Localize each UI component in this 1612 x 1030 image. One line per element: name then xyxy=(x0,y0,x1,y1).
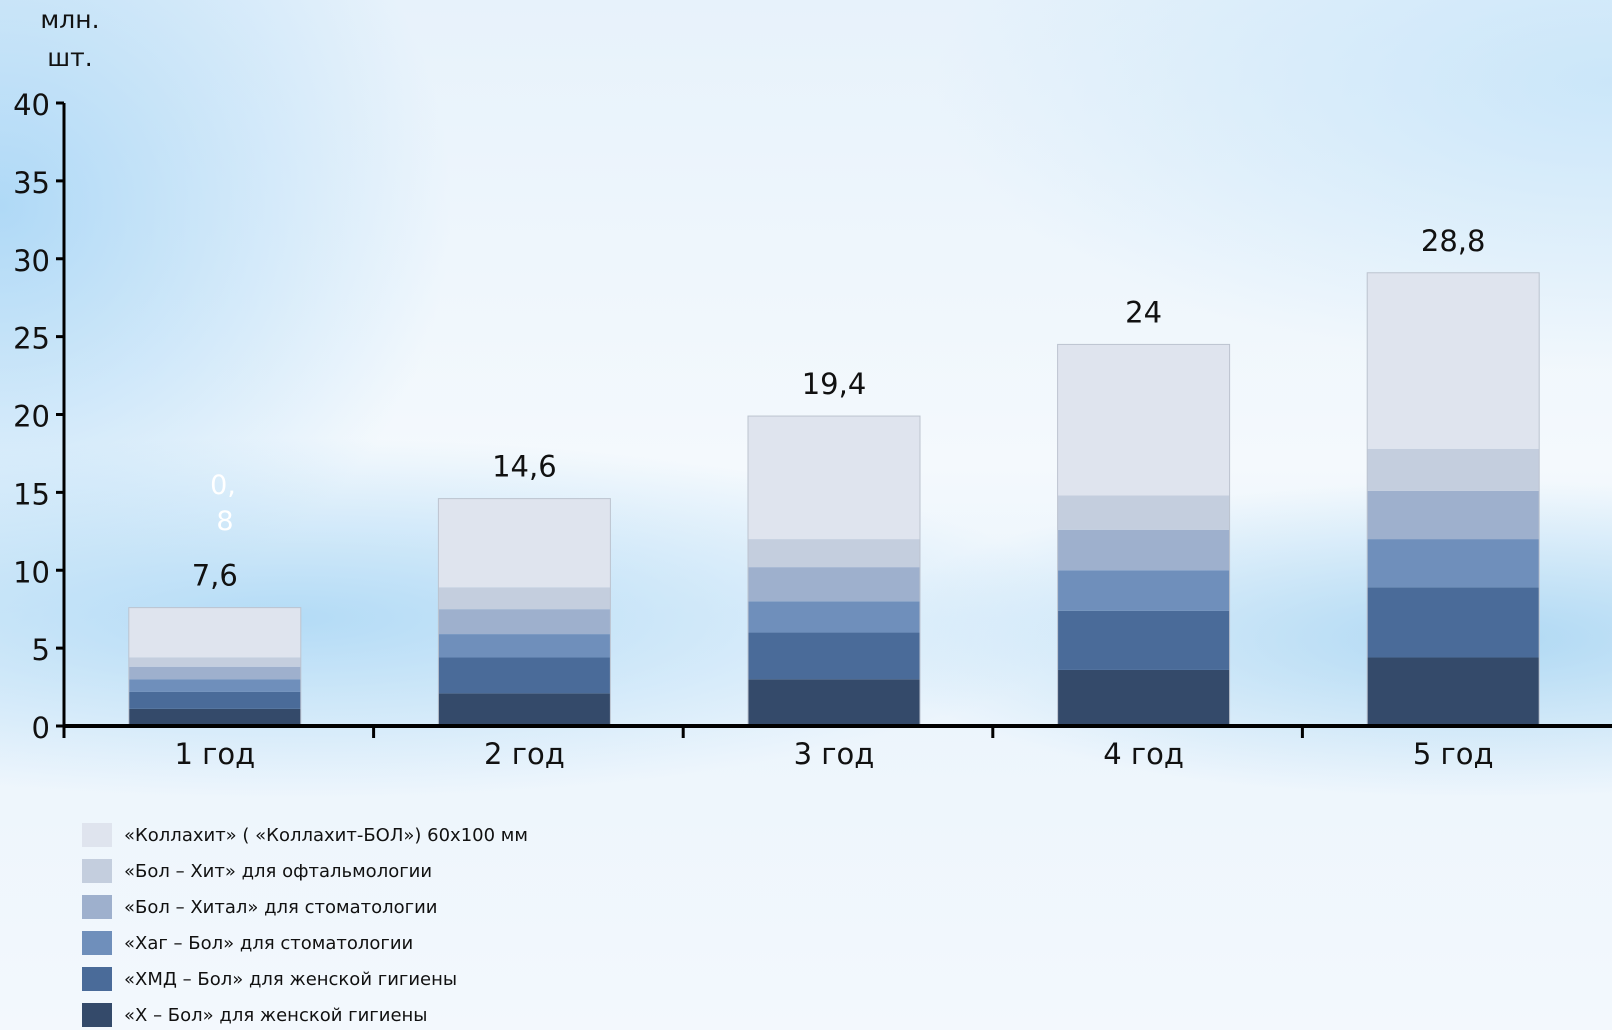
legend-swatch xyxy=(82,895,112,919)
x-tick-label: 4 год xyxy=(1103,737,1184,771)
y-unit-label-line2: шт. xyxy=(47,43,92,72)
bar-segment xyxy=(128,708,301,726)
bar-segment xyxy=(128,679,301,692)
legend-label: «Х – Бол» для женской гигиены xyxy=(124,1004,428,1026)
legend-swatch xyxy=(82,967,112,991)
x-tick-label: 2 год xyxy=(484,737,565,771)
bar-segment xyxy=(1057,344,1230,496)
bar-segment xyxy=(128,666,301,680)
bar-segment xyxy=(1367,587,1540,658)
y-tick-label: 25 xyxy=(13,322,50,356)
bar-segment xyxy=(438,693,611,726)
bar-segment xyxy=(1057,610,1230,670)
extra-value-label-line2: 8 xyxy=(216,506,233,537)
legend-label: «Хаг – Бол» для стоматологии xyxy=(124,932,414,954)
extra-value-label-line1: 0, xyxy=(210,470,236,501)
y-tick-label: 15 xyxy=(13,477,50,511)
legend-item: «Хаг – Бол» для стоматологии xyxy=(82,930,528,956)
y-tick-label: 5 xyxy=(32,633,50,667)
bar-segment xyxy=(1367,448,1540,491)
bar-segment xyxy=(748,601,920,633)
y-tick-label: 10 xyxy=(13,555,50,589)
axis-layer: 1 год 2 год 3 год 4 год 5 год 0 5 10 15 20 25 30 35 4… xyxy=(13,88,1612,771)
bar-total-label: 14,6 xyxy=(492,450,557,484)
legend-item: «Бол – Хитал» для стоматологии xyxy=(82,894,528,920)
bar-segment xyxy=(438,587,611,610)
bar-segment xyxy=(1057,570,1230,611)
bar-segment xyxy=(1367,539,1540,588)
x-tick-label: 1 год xyxy=(174,737,255,771)
bar-segment xyxy=(1367,272,1540,449)
bar-segment xyxy=(748,416,920,540)
bar-total-label: 28,8 xyxy=(1421,224,1486,258)
bar-segment xyxy=(438,634,611,658)
legend-label: «Бол – Хитал» для стоматологии xyxy=(124,896,438,918)
bar-total-label: 19,4 xyxy=(802,367,867,401)
legend-item: «Х – Бол» для женской гигиены xyxy=(82,1002,528,1028)
legend-label: «Коллахит» ( «Коллахит-БОЛ») 60х100 мм xyxy=(124,824,528,846)
x-tick-label: 3 год xyxy=(794,737,875,771)
y-tick-label: 20 xyxy=(13,400,50,434)
bar-segment xyxy=(748,539,920,568)
bar-segment xyxy=(1057,669,1230,726)
bar-segment xyxy=(128,691,301,709)
y-tick-label: 30 xyxy=(13,244,50,278)
legend-label: «Бол – Хит» для офтальмологии xyxy=(124,860,433,882)
bar-segment xyxy=(438,657,611,694)
bar-segment xyxy=(748,679,920,726)
bar-segment xyxy=(1367,490,1540,540)
legend-label: «ХМД – Бол» для женской гигиены xyxy=(124,968,458,990)
bar-segment xyxy=(128,607,301,658)
legend-swatch xyxy=(82,931,112,955)
y-tick-label: 0 xyxy=(32,711,50,745)
bar-segment xyxy=(1367,657,1540,726)
bars-layer: 7,6 14,6 19,4 24 28,8 xyxy=(128,224,1540,727)
bar-segment xyxy=(438,609,611,635)
x-tick-label: 5 год xyxy=(1413,737,1494,771)
legend-item: «ХМД – Бол» для женской гигиены xyxy=(82,966,528,992)
legend-swatch xyxy=(82,1003,112,1027)
y-tick-label: 40 xyxy=(13,88,50,122)
bar-segment xyxy=(748,632,920,680)
bar-segment xyxy=(748,567,920,602)
bar-segment xyxy=(128,657,301,667)
legend-item: «Бол – Хит» для офтальмологии xyxy=(82,858,528,884)
y-tick-label: 35 xyxy=(13,166,50,200)
legend: «Коллахит» ( «Коллахит-БОЛ») 60х100 мм «Б… xyxy=(82,822,528,1028)
legend-swatch xyxy=(82,823,112,847)
legend-swatch xyxy=(82,859,112,883)
bar-segment xyxy=(1057,495,1230,530)
bar-segment xyxy=(1057,529,1230,571)
bar-segment xyxy=(438,498,611,588)
bar-total-label: 24 xyxy=(1125,295,1162,329)
y-unit-label-line1: млн. xyxy=(40,5,99,34)
legend-item: «Коллахит» ( «Коллахит-БОЛ») 60х100 мм xyxy=(82,822,528,848)
bar-total-label: 7,6 xyxy=(192,559,238,593)
